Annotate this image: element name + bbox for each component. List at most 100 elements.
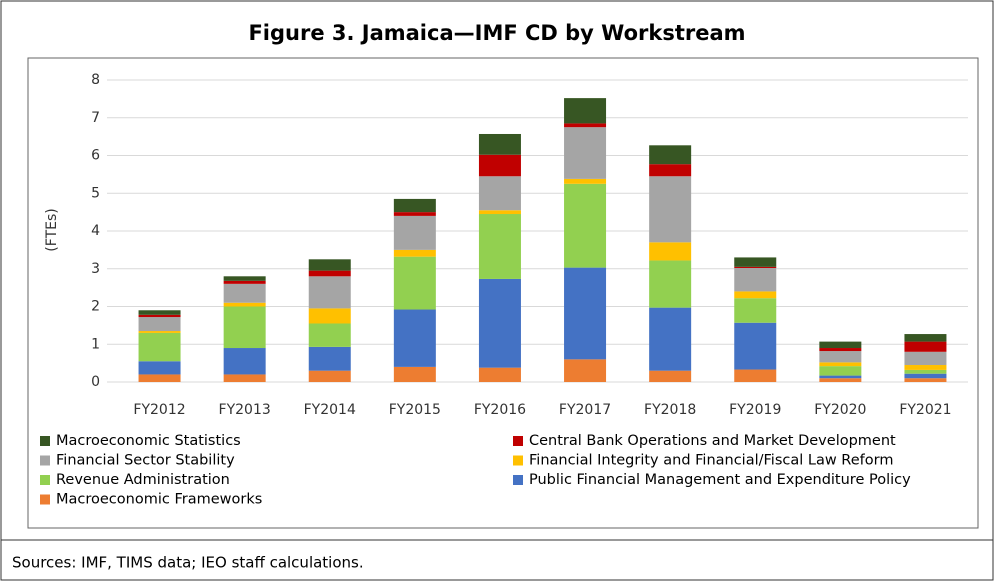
bar-segment <box>138 361 181 375</box>
bar-segment <box>904 365 947 370</box>
x-tick-label: FY2013 <box>219 402 271 418</box>
bar-segment <box>478 367 521 382</box>
bar-segment <box>308 346 351 371</box>
legend-swatch <box>40 494 50 505</box>
bar-segment <box>138 374 181 382</box>
bar-segment <box>393 366 436 382</box>
bar-segment <box>478 210 521 215</box>
y-tick-label: 8 <box>91 72 100 88</box>
chart-title: Figure 3. Jamaica—IMF CD by Workstream <box>248 21 745 45</box>
bar-segment <box>819 348 862 352</box>
bar-segment <box>478 214 521 279</box>
bar-segment <box>478 154 521 177</box>
bar-segment <box>223 306 266 349</box>
bar-segment <box>564 127 607 179</box>
bar-segment <box>649 307 692 371</box>
bar-segment <box>819 375 862 379</box>
legend-label: Financial Sector Stability <box>56 453 235 469</box>
bar-segment <box>734 291 777 299</box>
bar-segment <box>734 298 777 323</box>
bar-segment <box>393 249 436 257</box>
bar-segment <box>819 341 862 349</box>
y-axis-label: (FTEs) <box>44 208 60 251</box>
bar-segment <box>478 176 521 211</box>
bar-segment <box>819 362 862 367</box>
bar-segment <box>564 267 607 360</box>
bar-segment <box>564 98 607 124</box>
legend-swatch <box>513 436 523 446</box>
y-tick-label: 6 <box>91 148 100 164</box>
bar-segment <box>223 348 266 375</box>
legend-label: Revenue Administration <box>56 472 230 488</box>
bar-segment <box>138 317 181 332</box>
bar-segment <box>223 280 266 284</box>
bar-segment <box>393 198 436 213</box>
bar-segment <box>649 176 692 243</box>
bar-segment <box>819 351 862 363</box>
y-tick-label: 0 <box>91 374 100 390</box>
bar-segment <box>734 257 777 267</box>
bar-segment <box>649 260 692 308</box>
bar-segment <box>564 183 607 268</box>
bar-segment <box>138 332 181 362</box>
bar-segment <box>904 369 947 374</box>
x-tick-label: FY2014 <box>304 402 356 418</box>
legend-label: Central Bank Operations and Market Devel… <box>529 433 896 449</box>
bar-segment <box>308 370 351 382</box>
bar-segment <box>904 341 947 352</box>
x-tick-label: FY2016 <box>474 402 526 418</box>
bar-segment <box>138 331 181 333</box>
y-tick-label: 3 <box>91 261 100 277</box>
bar-segment <box>819 378 862 382</box>
bar-segment <box>308 276 351 309</box>
legend-swatch <box>40 475 50 485</box>
bar-segment <box>478 278 521 368</box>
bar-segment <box>138 310 181 315</box>
legend-swatch <box>40 455 50 466</box>
bar-segment <box>564 178 607 184</box>
x-tick-label: FY2017 <box>559 402 611 418</box>
bar-segment <box>393 256 436 310</box>
y-tick-label: 5 <box>91 185 100 201</box>
bar-segment <box>223 283 266 303</box>
bar-segment <box>308 323 351 347</box>
bar-segment <box>393 215 436 250</box>
legend-label: Macroeconomic Statistics <box>56 433 241 449</box>
bar-segment <box>649 370 692 382</box>
bar-segment <box>308 308 351 324</box>
bar-segment <box>478 133 521 155</box>
y-tick-label: 7 <box>91 110 100 126</box>
x-tick-label: FY2015 <box>389 402 441 418</box>
y-tick-label: 4 <box>91 223 100 239</box>
legend-swatch <box>40 436 50 446</box>
bar-segment <box>564 123 607 128</box>
bar-segment <box>223 276 266 281</box>
bar-segment <box>308 259 351 271</box>
bar-segment <box>904 334 947 342</box>
bar-segment <box>393 309 436 367</box>
bar-segment <box>649 242 692 261</box>
y-tick-label: 1 <box>91 336 100 352</box>
bar-segment <box>904 378 947 382</box>
bar-segment <box>308 270 351 277</box>
bar-segment <box>649 164 692 177</box>
bar-segment <box>904 373 947 379</box>
bar-segment <box>819 366 862 376</box>
legend-label: Financial Integrity and Financial/Fiscal… <box>529 453 893 469</box>
bar-segment <box>223 374 266 382</box>
bar-segment <box>138 314 181 318</box>
legend-swatch <box>513 455 523 466</box>
bar-segment <box>734 266 777 268</box>
bar-segment <box>649 145 692 165</box>
x-tick-label: FY2019 <box>729 402 781 418</box>
x-tick-label: FY2021 <box>899 402 951 418</box>
bar-segment <box>393 212 436 216</box>
source-note: Sources: IMF, TIMS data; IEO staff calcu… <box>12 554 364 572</box>
x-tick-label: FY2018 <box>644 402 696 418</box>
chart-frame <box>27 57 979 529</box>
y-tick-label: 2 <box>91 299 100 315</box>
legend-label: Public Financial Management and Expendit… <box>529 472 911 488</box>
bar-segment <box>734 322 777 370</box>
bar-segment <box>734 369 777 382</box>
